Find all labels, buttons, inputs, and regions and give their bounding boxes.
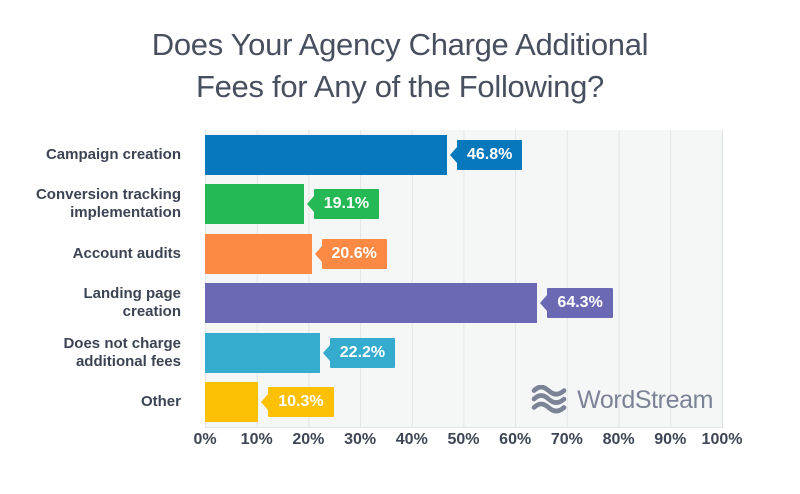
x-axis-tick: 0% [193, 431, 217, 448]
value-label-text: 22.2% [339, 343, 386, 361]
watermark-text: WordStream [577, 385, 713, 414]
bar [205, 332, 320, 373]
x-axis-tick: 60% [499, 431, 532, 448]
x-axis-tick: 90% [654, 431, 687, 448]
bar [205, 382, 259, 423]
value-label-tag: 64.3% [547, 288, 613, 319]
value-label-tag: 10.3% [268, 387, 334, 418]
value-label-tag: 19.1% [313, 189, 380, 220]
watermark: WordStream [530, 385, 713, 415]
category-label: Conversion tracking implementation [35, 186, 181, 222]
value-label-text: 46.8% [466, 145, 513, 163]
category-label: Other [140, 393, 181, 411]
bar-row: 10.3% [205, 378, 722, 428]
wordstream-waves-icon [531, 385, 567, 414]
category-label: Account audits [72, 244, 181, 262]
x-axis: 0% 10% 20% 30% 40% 50% 60% 70% 80% 90% 100% [193, 431, 742, 453]
category-label: Campaign creation [45, 145, 181, 163]
bar-row: 20.6% [205, 229, 722, 279]
bar-row: 64.3% [205, 279, 722, 329]
bar-row: 46.8% [205, 130, 722, 180]
x-axis-tick: 70% [550, 431, 583, 448]
category-labels: Campaign creation Conversion tracking imp… [0, 130, 193, 427]
x-axis-tick: 40% [395, 431, 428, 448]
value-label-tag: 46.8% [456, 139, 523, 170]
value-label-text: 19.1% [323, 195, 370, 213]
chart-title: Does Your Agency Charge Additional Fees … [0, 24, 800, 108]
bar-row: 22.2% [205, 328, 722, 378]
value-label-text: 10.3% [278, 393, 324, 411]
x-axis-tick: 30% [344, 431, 377, 448]
value-label-text: 64.3% [557, 294, 603, 312]
chart-title-line-1: Does Your Agency Charge Additional [151, 27, 649, 62]
x-axis-tick: 100% [701, 431, 743, 448]
bar-row: 19.1% [205, 180, 722, 230]
x-axis-tick: 80% [602, 431, 635, 448]
value-label-tag: 20.6% [321, 238, 387, 269]
value-label-text: 20.6% [331, 244, 377, 262]
bar [205, 233, 312, 274]
x-axis-tick: 20% [292, 431, 325, 448]
x-axis-tick: 50% [447, 431, 480, 448]
bar [205, 134, 447, 175]
chart-title-line-2: Fees for Any of the Following? [195, 69, 604, 104]
category-label: Landing page creation [83, 285, 182, 321]
bar-rows: 46.8% 19.1% 20.6% 64.3% 22.2% 10.3% [205, 130, 722, 427]
bar [205, 184, 304, 225]
value-label-tag: 22.2% [329, 337, 396, 368]
plot-area: 46.8% 19.1% 20.6% 64.3% 22.2% 10.3% [205, 130, 723, 428]
category-label: Does not charge additional fees [63, 334, 181, 370]
bar [205, 283, 538, 324]
x-axis-tick: 10% [240, 431, 273, 448]
